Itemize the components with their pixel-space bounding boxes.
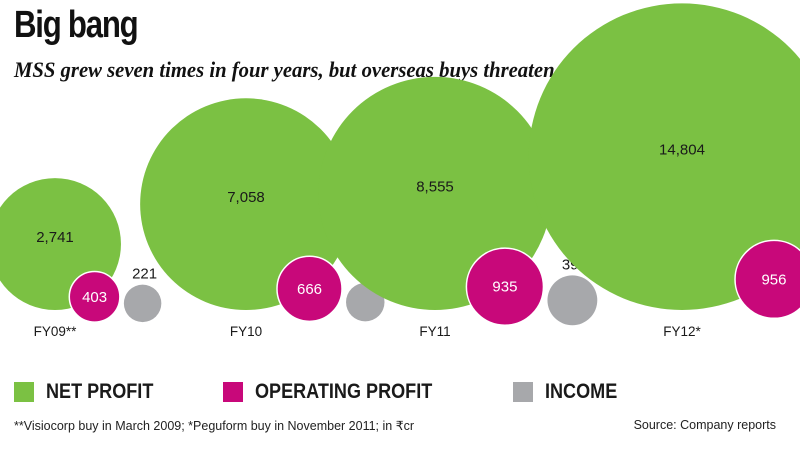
legend-label-income: INCOME bbox=[544, 380, 618, 403]
net-profit-value-label: 2,741 bbox=[36, 229, 74, 246]
operating-profit-value-label: 935 bbox=[492, 279, 517, 296]
category-label: FY09** bbox=[34, 324, 78, 339]
legend-swatch-income bbox=[512, 382, 533, 402]
legend-label-net-profit: NET PROFIT bbox=[46, 380, 154, 403]
legend-swatch-net-profit bbox=[14, 382, 34, 402]
category-label: FY10 bbox=[230, 324, 262, 339]
operating-profit-value-label: 403 bbox=[82, 289, 107, 306]
operating-profit-bubble bbox=[734, 239, 800, 320]
legend-label-operating-profit: OPERATING PROFIT bbox=[254, 380, 433, 403]
income-value-label: 221 bbox=[132, 266, 157, 283]
net-profit-bubble bbox=[140, 98, 352, 310]
category-label: FY11 bbox=[419, 324, 450, 339]
bubble-chart: 2,741403221FY09**7,058666233FY108,555935… bbox=[0, 3, 800, 339]
net-profit-value-label: 7,058 bbox=[227, 189, 265, 206]
legend-item-income: INCOME bbox=[512, 380, 629, 404]
legend-item-operating-profit: OPERATING PROFIT bbox=[222, 380, 461, 404]
legend-swatch-operating-profit bbox=[222, 382, 243, 402]
net-profit-value-label: 8,555 bbox=[416, 178, 454, 195]
category-label: FY12* bbox=[663, 324, 701, 339]
income-bubble bbox=[547, 275, 598, 326]
income-bubble bbox=[123, 284, 162, 323]
net-profit-bubble bbox=[528, 3, 800, 310]
operating-profit-bubble bbox=[68, 270, 121, 323]
source-note: Source: Company reports bbox=[633, 418, 776, 432]
operating-profit-value-label: 956 bbox=[761, 271, 786, 288]
operating-profit-bubble bbox=[465, 247, 545, 326]
operating-profit-value-label: 666 bbox=[297, 281, 322, 298]
net-profit-value-label: 14,804 bbox=[659, 142, 705, 159]
operating-profit-bubble bbox=[276, 255, 343, 323]
legend-item-net-profit: NET PROFIT bbox=[14, 380, 171, 404]
footnote: **Visiocorp buy in March 2009; *Peguform… bbox=[14, 419, 415, 433]
legend: NET PROFIT OPERATING PROFIT INCOME bbox=[14, 378, 681, 406]
chart-title: Big bang bbox=[14, 4, 139, 46]
